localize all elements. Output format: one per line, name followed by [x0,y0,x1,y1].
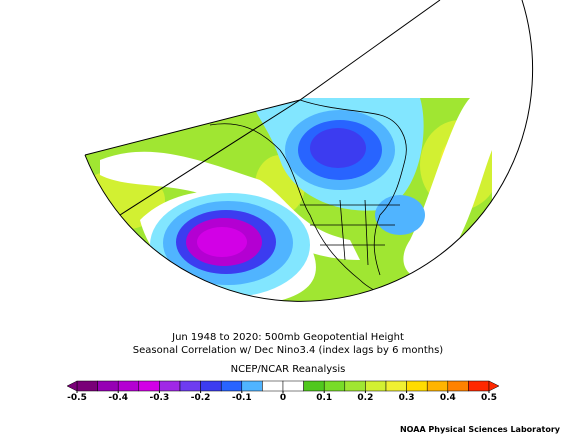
colorbar-tick-label: -0.2 [191,393,211,403]
colorbar-swatch [365,380,387,392]
colorbar-swatch [241,380,263,392]
colorbar-swatch [117,380,140,392]
colorbar-tick-label: -0.1 [232,393,252,403]
colorbar-swatch [303,380,325,392]
colorbar-arrow [66,380,78,392]
colorbar-swatch [76,380,98,392]
colorbar-swatch [468,380,490,392]
colorbar-swatch [406,380,428,392]
title-line: Seasonal Correlation w/ Dec Nino3.4 (ind… [133,345,443,356]
title-line: Jun 1948 to 2020: 500mb Geopotential Hei… [171,332,404,343]
colorbar-tick-label: 0.5 [481,393,497,403]
colorbar-tick-label: 0.1 [316,393,332,403]
colorbar-swatch [200,380,222,392]
colorbar-swatch [323,380,346,392]
colorbar-arrow [488,380,500,392]
colorbar-tick-label: -0.3 [150,393,170,403]
colorbar-swatch [447,380,469,392]
colorbar-swatch [344,380,366,392]
colorbar-tick-label: 0 [280,393,286,403]
colorbar-swatch [138,380,160,392]
colorbar-tick-label: 0.2 [357,393,373,403]
colorbar-tick-label: 0.3 [399,393,415,403]
colorbar-swatch [220,380,243,392]
colorbar-tick-label: -0.5 [67,393,87,403]
colorbar-swatch [159,380,181,392]
subtitle: NCEP/NCAR Reanalysis [231,364,346,375]
credit: NOAA Physical Sciences Laboratory [400,425,561,434]
colorbar-swatch [426,380,449,392]
colorbar-swatch [97,380,119,392]
colorbar-swatch [262,380,284,392]
colorbar: -0.5 -0.4 -0.3 -0.2 -0.1 0 0.1 0.2 0.3 0.4 0.5 [66,380,500,403]
colorbar-swatch [385,380,407,392]
colorbar-swatch [282,380,304,392]
colorbar-tick-label: -0.4 [108,393,128,403]
colorbar-swatch [179,380,201,392]
colorbar-tick-label: 0.4 [440,393,456,403]
